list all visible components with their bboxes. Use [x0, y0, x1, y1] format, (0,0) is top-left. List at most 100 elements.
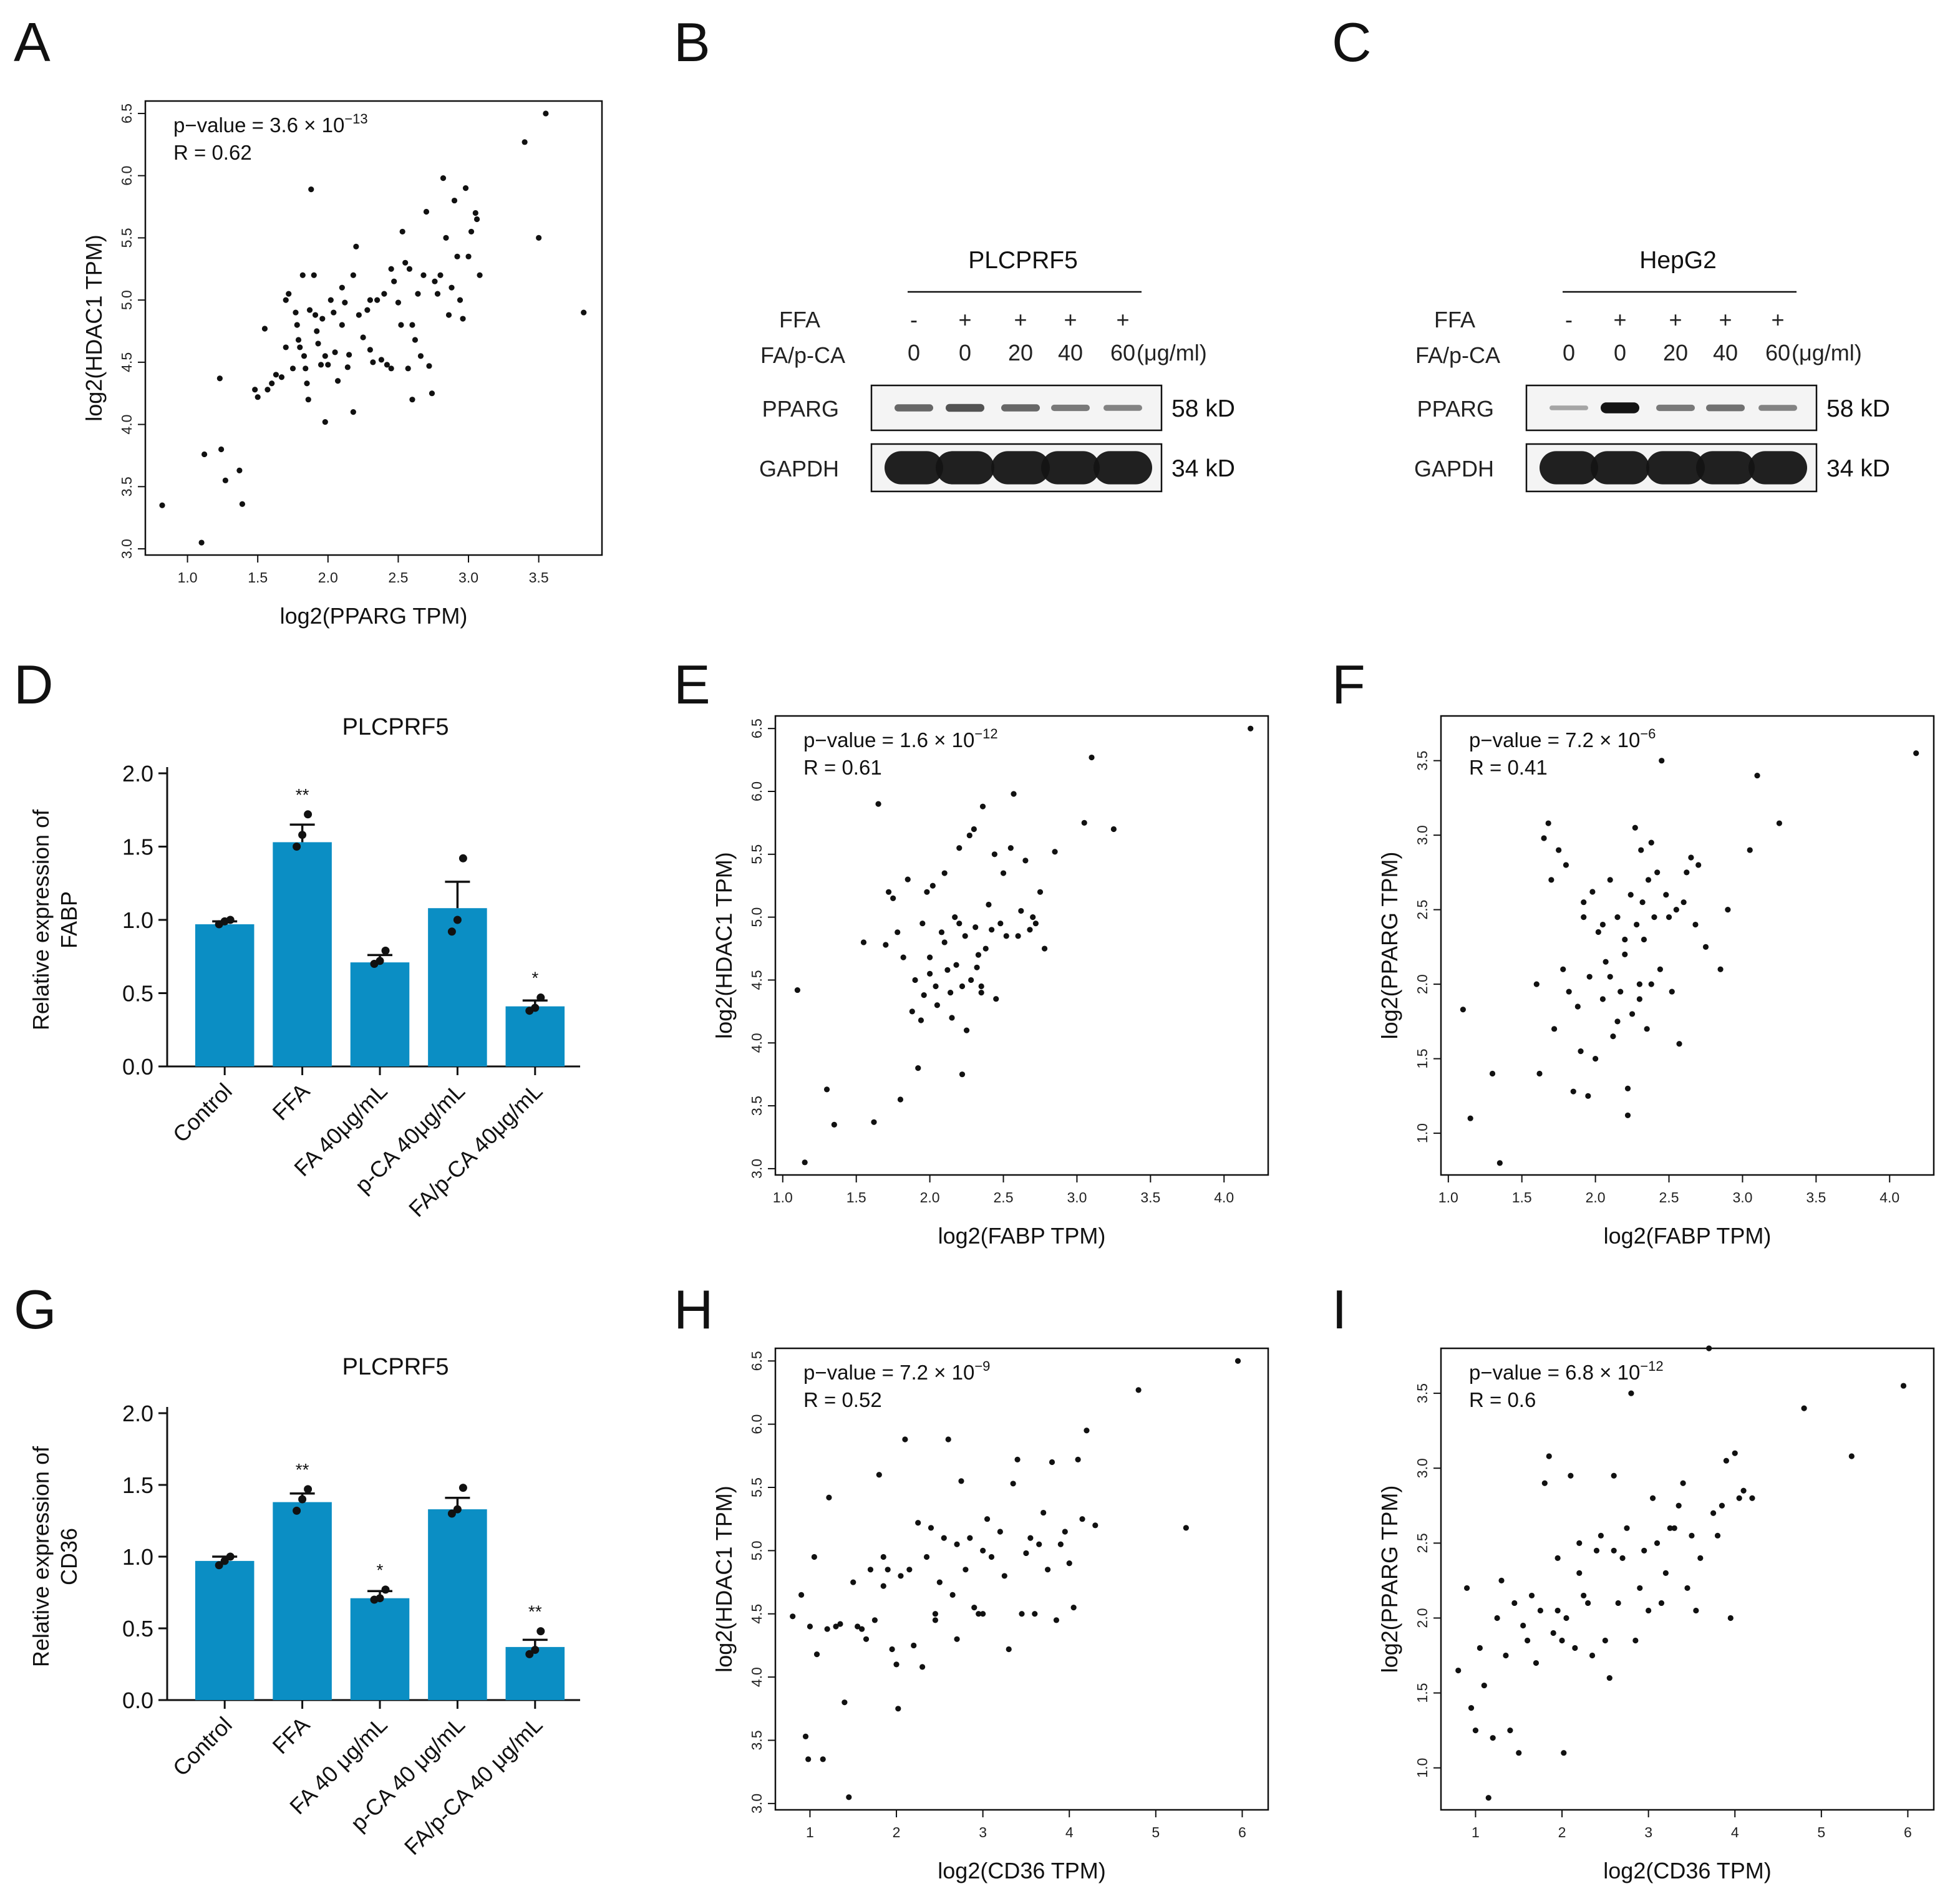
replicate-dot	[525, 1650, 534, 1658]
data-point	[1593, 1056, 1599, 1062]
data-point	[978, 990, 984, 996]
molecular-weight-label: 58 kD	[1171, 395, 1235, 422]
replicate-dot	[453, 1505, 462, 1514]
data-point	[1754, 772, 1760, 779]
data-point	[1032, 1611, 1038, 1617]
data-point	[1560, 966, 1566, 972]
data-point	[315, 341, 321, 347]
data-point	[941, 1535, 947, 1541]
data-point	[1049, 1459, 1055, 1466]
data-point	[1481, 1682, 1487, 1689]
data-point	[1018, 907, 1024, 914]
molecular-weight-label: 34 kD	[1171, 455, 1235, 482]
data-point	[325, 362, 331, 368]
data-point	[350, 272, 356, 278]
data-point	[305, 397, 311, 403]
data-point	[198, 539, 205, 546]
x-tick-label: 1.0	[773, 1189, 793, 1206]
bar	[350, 962, 410, 1066]
panel-label-i: I	[1332, 1278, 1347, 1340]
data-point	[289, 365, 296, 372]
x-tick-label: 2.0	[318, 569, 338, 586]
data-point	[423, 208, 430, 215]
y-tick-label: 3.0	[1414, 825, 1430, 845]
data-point	[1010, 1481, 1016, 1487]
data-point	[311, 272, 317, 278]
data-point	[344, 364, 351, 370]
data-point	[1472, 1728, 1479, 1734]
data-point	[1657, 966, 1663, 972]
data-point	[824, 1626, 830, 1632]
data-point	[346, 352, 352, 358]
data-point	[1524, 1637, 1531, 1644]
data-point	[1533, 1660, 1540, 1666]
data-point	[905, 876, 911, 882]
data-point	[367, 347, 373, 353]
data-point	[1545, 820, 1551, 826]
data-point	[1566, 988, 1572, 995]
data-point	[1648, 981, 1654, 987]
data-point	[1533, 981, 1540, 987]
data-point	[1614, 1018, 1621, 1025]
data-point	[1489, 1070, 1496, 1077]
data-point	[986, 901, 992, 908]
y-tick-label: 4.5	[119, 352, 135, 372]
data-point	[1027, 927, 1033, 933]
data-point	[1468, 1705, 1475, 1711]
bar	[505, 1646, 565, 1700]
significance-mark: **	[528, 1602, 542, 1621]
y-tick-label: 1.0	[122, 907, 153, 933]
data-point	[807, 1623, 813, 1630]
y-tick-label: 1.0	[122, 1544, 153, 1570]
data-point	[929, 882, 936, 889]
y-axis-label: log2(HDAC1 TPM)	[711, 1486, 737, 1672]
x-tick-label: 3.5	[529, 569, 549, 586]
bar	[273, 1502, 332, 1700]
data-point	[1001, 1573, 1007, 1579]
data-point	[921, 992, 927, 998]
x-tick-label: 5	[1817, 1824, 1825, 1840]
data-point	[936, 1579, 943, 1585]
data-point	[1477, 1645, 1483, 1651]
x-tick-label: 6	[1238, 1824, 1246, 1840]
y-tick-label: 4.0	[749, 1667, 765, 1687]
panel-label-c: C	[1332, 11, 1372, 73]
data-point	[967, 1535, 973, 1541]
data-point	[1848, 1453, 1855, 1459]
data-point	[1632, 1637, 1639, 1644]
data-point	[412, 337, 419, 343]
protein-band	[991, 451, 1050, 485]
data-point	[378, 357, 384, 363]
x-tick-label: 2.5	[994, 1189, 1014, 1206]
data-point	[360, 334, 366, 341]
data-point	[1079, 1516, 1085, 1522]
data-point	[406, 266, 413, 272]
data-point	[927, 954, 933, 960]
data-point	[823, 1086, 830, 1093]
replicate-dot	[215, 1561, 223, 1570]
y-tick-label: 0.5	[122, 981, 153, 1007]
replicate-dot	[293, 843, 301, 851]
data-point	[1749, 1495, 1755, 1501]
x-tick-label: 1.5	[1512, 1189, 1532, 1206]
x-tick-label: 1.0	[178, 569, 198, 586]
data-point	[1548, 877, 1554, 883]
data-point	[944, 967, 951, 973]
data-point	[1537, 1607, 1543, 1614]
data-point	[968, 977, 974, 983]
y-tick-label: 0.5	[122, 1616, 153, 1641]
data-point	[1006, 1646, 1012, 1653]
x-tick-label: 4	[1731, 1824, 1739, 1840]
data-point	[1622, 936, 1628, 943]
y-tick-label: 6.5	[749, 1351, 765, 1371]
plot-frame	[144, 100, 603, 556]
data-point	[934, 1002, 941, 1008]
x-tick-label: 1	[806, 1824, 814, 1840]
panel-label-b: B	[674, 11, 711, 73]
data-point	[426, 363, 432, 369]
data-point	[269, 380, 275, 387]
p-value-exponent: −6	[1640, 726, 1656, 742]
data-point	[468, 228, 475, 235]
data-point	[1614, 914, 1621, 921]
western-blot-b: PLCPRF5 FFA - + + + + FA/p-CA 0 0 20 40 60 (μg/ml) PPA…	[759, 247, 1235, 493]
